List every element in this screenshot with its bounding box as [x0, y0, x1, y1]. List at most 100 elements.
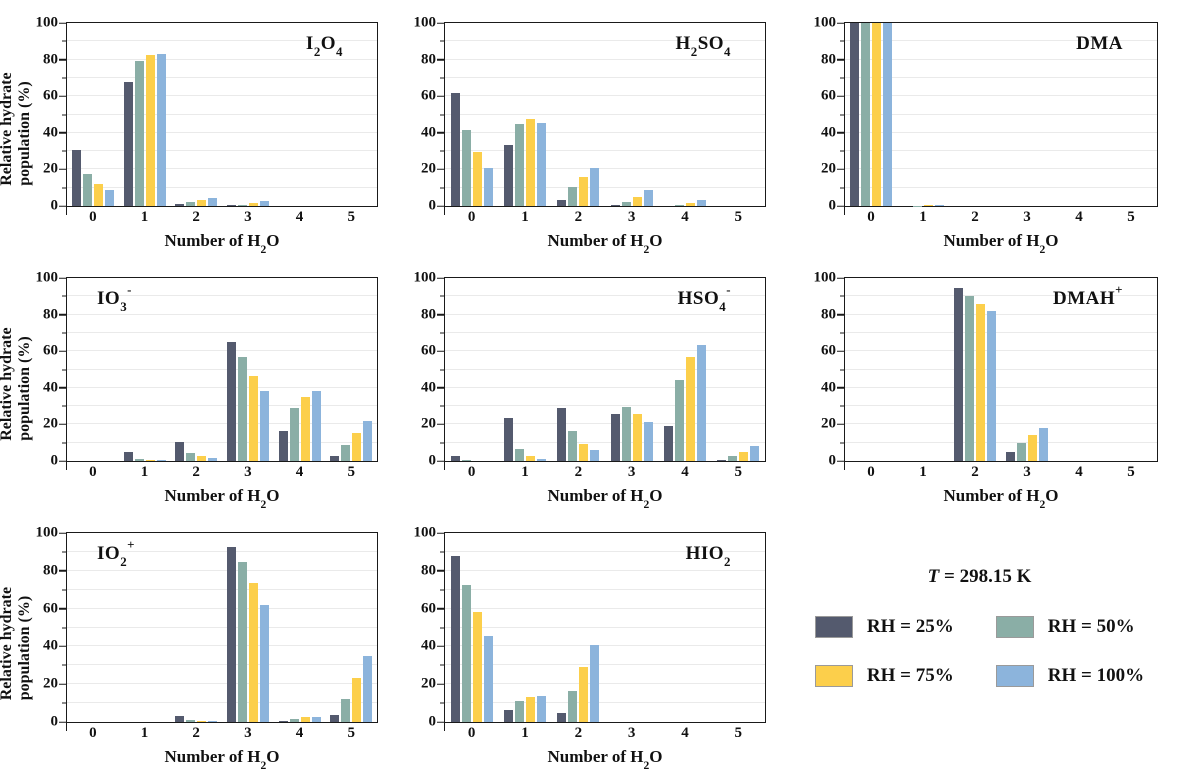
- y-tick-label: 100: [814, 271, 837, 286]
- x-tick-label: 0: [845, 461, 897, 483]
- y-tick-label: 80: [43, 563, 58, 578]
- x-tick-label: 4: [1053, 206, 1105, 228]
- x-tick-label: 2: [949, 461, 1001, 483]
- y-tick-label: 100: [414, 16, 437, 31]
- y-tick-label: 20: [43, 417, 58, 432]
- y-tick-label: 100: [36, 271, 59, 286]
- bar-rh100-x3: [260, 391, 269, 461]
- bar-rh50-x1: [515, 124, 524, 206]
- bar-rh100-x2: [590, 645, 599, 722]
- bar-rh75-x0: [473, 152, 482, 206]
- bar-rh50-x0: [861, 23, 870, 206]
- panel-title: IO2+: [97, 543, 135, 565]
- bar-rh25-x1: [504, 418, 513, 461]
- panel-title: IO3-: [97, 288, 132, 310]
- legend-entry-rh25: RH = 25%: [815, 616, 954, 638]
- bar-rh100-x2: [208, 198, 217, 206]
- bar-group-x3: [1001, 23, 1053, 206]
- legend-swatch-rh100: [996, 665, 1034, 687]
- bar-rh100-x5: [750, 446, 759, 461]
- bar-rh75-x4: [686, 357, 695, 461]
- bar-group-x4: [274, 533, 326, 722]
- bar-rh50-x3: [238, 357, 247, 461]
- bar-group-x3: [1001, 278, 1053, 461]
- bar-group-x3: [605, 278, 658, 461]
- y-axis-title: Relative hydrate population (%): [0, 46, 34, 186]
- y-major-tick: [437, 350, 445, 352]
- y-major-tick: [437, 314, 445, 316]
- y-major-tick: [59, 683, 67, 685]
- y-tick-label: 60: [43, 601, 58, 616]
- bar-group-x1: [498, 23, 551, 206]
- y-major-tick: [437, 570, 445, 572]
- bar-group-x5: [325, 533, 377, 722]
- bar-rh100-x0: [105, 190, 114, 206]
- x-tick-label: 4: [274, 461, 326, 483]
- bar-rh75-x1: [526, 119, 535, 206]
- y-major-tick: [437, 646, 445, 648]
- x-tick-label: 0: [445, 722, 498, 744]
- x-tick-label: 2: [170, 722, 222, 744]
- y-tick-label: 60: [43, 344, 58, 359]
- y-tick-label: 60: [421, 344, 436, 359]
- bar-rh25-x5: [330, 715, 339, 722]
- bar-group-x0: [845, 278, 897, 461]
- bar-rh100-x1: [537, 696, 546, 722]
- bar-group-x3: [222, 23, 274, 206]
- bar-group-x0: [845, 23, 897, 206]
- bar-group-x2: [552, 23, 605, 206]
- y-tick-label: 20: [821, 417, 836, 432]
- y-major-tick: [59, 59, 67, 61]
- x-tick-label: 3: [1001, 461, 1053, 483]
- y-tick-label: 80: [421, 563, 436, 578]
- bar-rh50-x3: [622, 407, 631, 461]
- y-major-tick: [59, 277, 67, 279]
- x-tick-label: 0: [67, 206, 119, 228]
- bar-rh25-x3: [1006, 452, 1015, 461]
- y-tick-label: 20: [421, 677, 436, 692]
- legend: T = 298.15 K RH = 25% RH = 50% RH = 75% …: [780, 510, 1179, 771]
- y-tick-label: 80: [421, 307, 436, 322]
- bar-rh100-x1: [157, 54, 166, 206]
- bar-rh25-x1: [124, 82, 133, 206]
- x-tick-label: 0: [445, 461, 498, 483]
- bar-rh50-x1: [515, 701, 524, 722]
- bar-rh75-x3: [633, 197, 642, 206]
- bar-rh100-x2: [987, 311, 996, 461]
- x-tick-label: 5: [712, 461, 765, 483]
- bar-rh100-x2: [590, 168, 599, 206]
- x-axis-title: Number of H2O: [445, 748, 765, 765]
- y-tick-label: 20: [43, 677, 58, 692]
- legend-swatch-rh50: [996, 616, 1034, 638]
- y-axis-title: Relative hydrate population (%): [0, 557, 34, 700]
- x-tick-label: 4: [658, 461, 711, 483]
- x-tick-label: 0: [67, 722, 119, 744]
- y-major-tick: [837, 387, 845, 389]
- y-major-tick: [837, 132, 845, 134]
- bar-rh50-x1: [135, 61, 144, 206]
- bar-rh50-x3: [1017, 443, 1026, 461]
- bar-rh25-x0: [451, 556, 460, 722]
- y-tick-label: 100: [36, 526, 59, 541]
- panel-title: HSO4-: [678, 288, 731, 310]
- x-tick-label: 5: [1105, 461, 1157, 483]
- bar-rh100-x3: [644, 422, 653, 461]
- bar-rh25-x1: [504, 145, 513, 206]
- bar-group-x2: [552, 278, 605, 461]
- y-major-tick: [437, 277, 445, 279]
- y-major-tick: [837, 95, 845, 97]
- bar-rh100-x5: [363, 656, 372, 722]
- y-major-tick: [837, 169, 845, 171]
- bar-rh75-x3: [1028, 435, 1037, 461]
- bar-rh50-x0: [462, 130, 471, 206]
- y-tick-label: 0: [429, 454, 437, 469]
- bar-rh25-x0: [451, 93, 460, 206]
- legend-label: RH = 75%: [867, 665, 954, 687]
